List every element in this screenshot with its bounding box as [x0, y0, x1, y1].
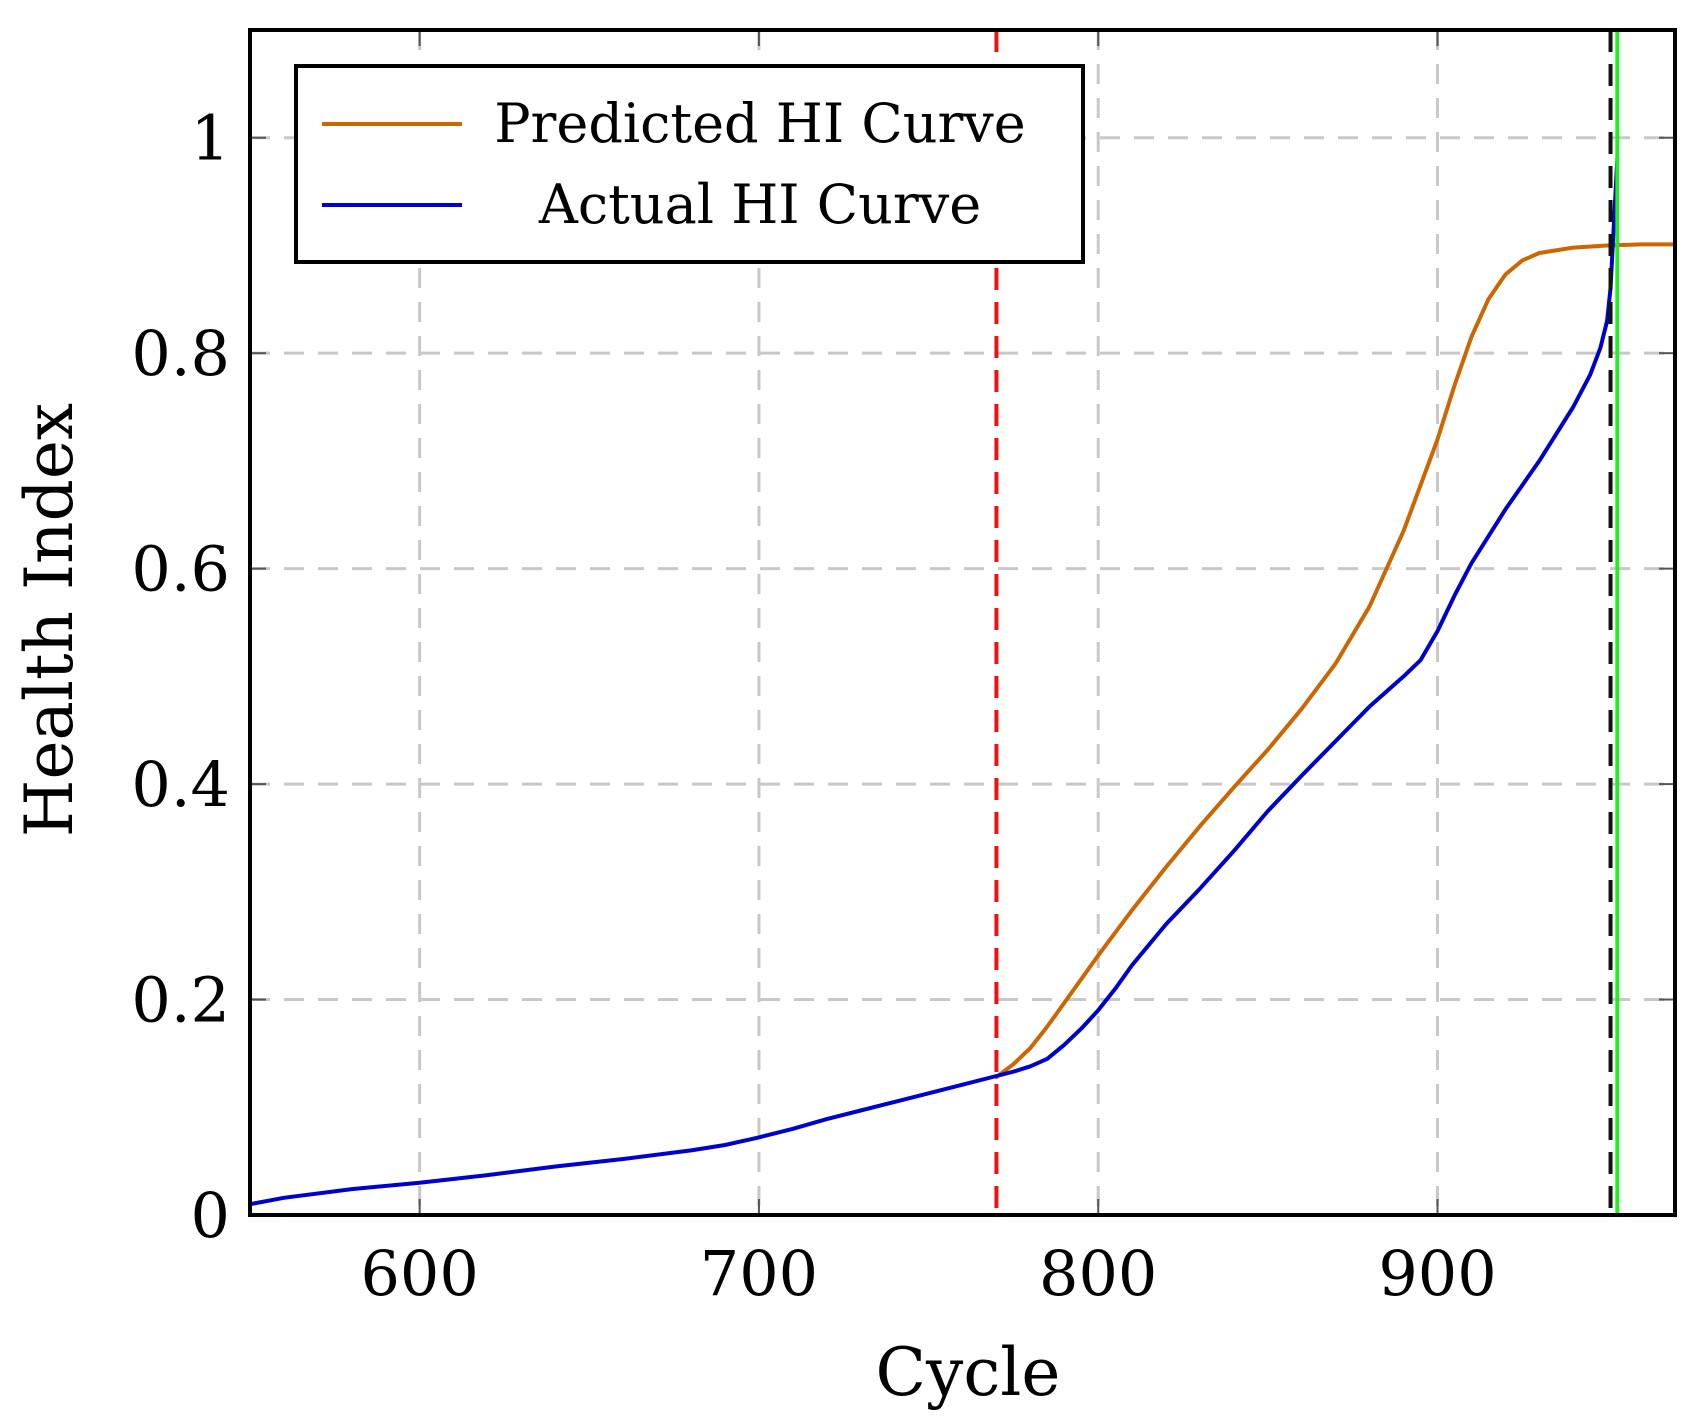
y-tick-label: 0.4	[131, 748, 230, 821]
y-tick-label: 1	[191, 102, 230, 175]
x-tick-labels: 600 700 800 900	[360, 1237, 1496, 1310]
y-tick-label: 0.6	[131, 533, 230, 606]
reference-lines	[994, 30, 1620, 1215]
y-tick-label: 0	[191, 1179, 230, 1252]
plot-frame	[248, 28, 1677, 1217]
x-tick-label: 600	[360, 1237, 478, 1310]
x-tick-label: 800	[1039, 1237, 1157, 1310]
legend-label-predicted: Predicted HI Curve	[494, 92, 1026, 155]
grid	[250, 30, 1675, 1215]
series-line-predicted	[994, 242, 1677, 1080]
series-layer	[248, 157, 1677, 1207]
y-axis-title: Health Index	[11, 403, 88, 837]
legend: Predicted HI Curve Actual HI Curve	[294, 64, 1085, 264]
x-tick-label: 700	[700, 1237, 818, 1310]
series-line-actual	[248, 157, 1620, 1207]
y-tick-label: 0.2	[131, 964, 230, 1037]
x-tick-label: 900	[1378, 1237, 1496, 1310]
y-tick-labels: 0 0.2 0.4 0.6 0.8 1	[131, 102, 230, 1252]
x-axis-title: Cycle	[876, 1334, 1061, 1411]
legend-box	[294, 64, 1085, 264]
y-tick-label: 0.8	[131, 317, 230, 390]
legend-label-actual: Actual HI Curve	[538, 173, 981, 236]
